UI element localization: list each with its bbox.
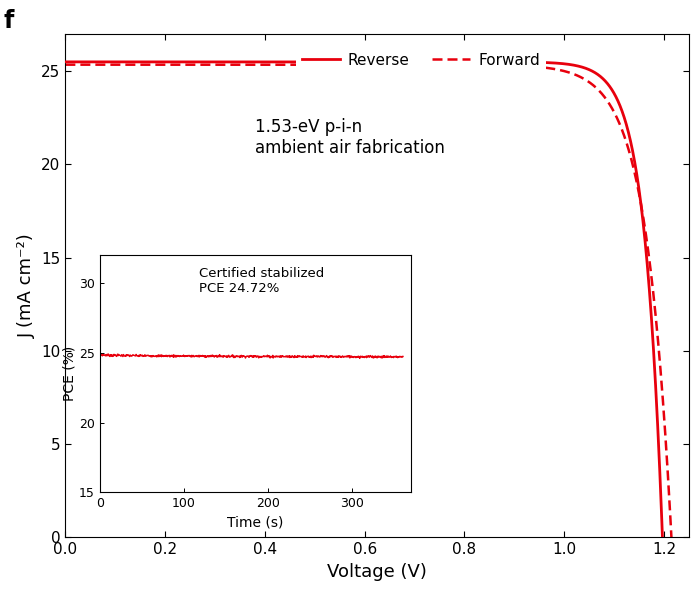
- Y-axis label: J (mA cm⁻²): J (mA cm⁻²): [18, 233, 36, 338]
- Text: f: f: [3, 9, 13, 33]
- Legend: Reverse, Forward: Reverse, Forward: [295, 47, 546, 74]
- Text: 1.53-eV p-i-n
ambient air fabrication: 1.53-eV p-i-n ambient air fabrication: [255, 118, 444, 157]
- X-axis label: Voltage (V): Voltage (V): [327, 563, 427, 581]
